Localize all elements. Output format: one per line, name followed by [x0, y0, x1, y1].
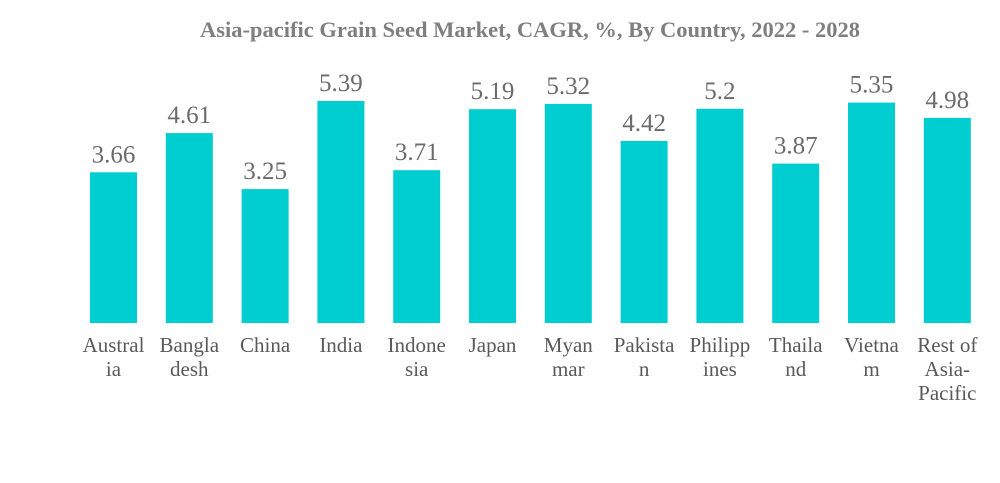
category-label-line: India	[319, 333, 363, 357]
category-label-line: mar	[552, 357, 585, 381]
bars-group	[90, 101, 971, 324]
category-label-9: Thaila nd	[769, 333, 823, 381]
data-label-7: 4.42	[622, 110, 666, 137]
bar-7	[620, 141, 668, 323]
category-label-line: Vietna	[844, 333, 899, 357]
data-label-3: 5.39	[319, 70, 363, 97]
data-label-10: 5.35	[850, 72, 894, 99]
data-label-1: 4.61	[167, 102, 211, 129]
data-label-0: 3.66	[92, 141, 136, 168]
category-label-4: Indone sia	[388, 333, 446, 381]
category-label-10: Vietna m	[844, 333, 899, 381]
category-label-line: n	[639, 357, 650, 381]
data-label-9: 3.87	[774, 133, 818, 160]
category-label-line: Indone	[388, 333, 446, 357]
category-label-1: Bangla desh	[160, 333, 220, 381]
category-label-line: Philipp	[690, 333, 751, 357]
bar-3	[317, 101, 365, 323]
data-labels-group: 3.66 4.61 3.25 5.39 3.71 5.19 5.32 4.42 5.2 3.87 5…	[92, 70, 970, 185]
category-label-line: Asia-	[925, 357, 971, 381]
category-label-3: India	[319, 333, 363, 357]
category-label-line: Japan	[469, 333, 517, 357]
data-label-6: 5.32	[546, 73, 590, 100]
bar-5	[469, 109, 516, 323]
category-label-line: ines	[703, 357, 737, 381]
bar-2	[241, 189, 289, 323]
category-labels-group: Austral ia Bangla desh China India Indone sia Ja…	[83, 333, 978, 405]
bar-0	[90, 172, 137, 323]
bar-4	[393, 170, 441, 323]
category-label-line: nd	[785, 357, 807, 381]
category-label-7: Pakista n	[614, 333, 675, 381]
category-label-line: Myan	[544, 333, 593, 357]
category-label-2: China	[240, 333, 291, 357]
category-label-line: Thaila	[769, 333, 823, 357]
data-label-5: 5.19	[471, 78, 515, 105]
category-label-line: Bangla	[160, 333, 220, 357]
category-label-line: Rest of	[917, 333, 977, 357]
category-label-6: Myan mar	[544, 333, 593, 381]
bar-6	[544, 103, 592, 324]
category-label-line: China	[240, 333, 291, 357]
category-label-11: Rest of Asia-Pacific	[917, 333, 977, 405]
category-label-line: m	[863, 357, 879, 381]
category-label-5: Japan	[469, 333, 517, 357]
bar-1	[165, 133, 213, 323]
bar-10	[848, 102, 895, 323]
category-label-line: sia	[405, 357, 429, 381]
bar-8	[696, 108, 744, 323]
category-label-line: ia	[106, 357, 122, 381]
category-label-line: Pacific	[918, 381, 976, 405]
data-label-11: 4.98	[925, 87, 969, 114]
data-label-2: 3.25	[243, 158, 287, 185]
data-label-4: 3.71	[395, 139, 439, 166]
category-label-8: Philipp ines	[690, 333, 751, 381]
bar-9	[772, 163, 820, 323]
category-label-0: Austral ia	[83, 333, 145, 381]
chart-title: Asia-pacific Grain Seed Market, CAGR, %,…	[200, 17, 860, 42]
category-label-line: Pakista	[614, 333, 675, 357]
bar-11	[923, 117, 971, 324]
category-label-line: desh	[170, 357, 209, 381]
data-label-8: 5.2	[704, 78, 735, 105]
category-label-line: Austral	[83, 333, 145, 357]
